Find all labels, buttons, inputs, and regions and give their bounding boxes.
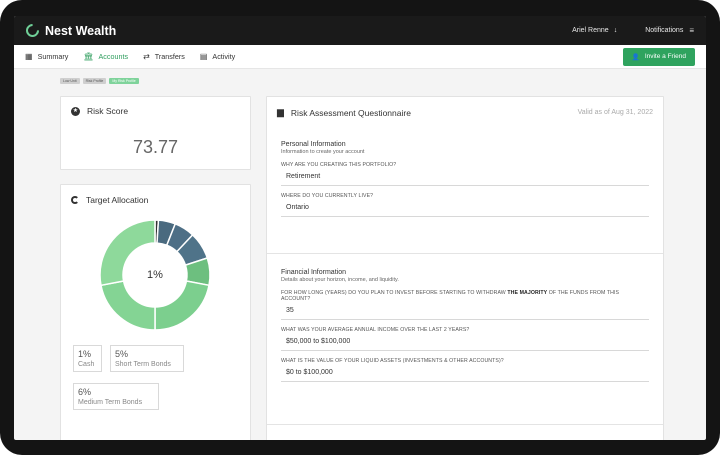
questionnaire-title-label: Risk Assessment Questionnaire — [290, 107, 411, 118]
breadcrumb-item[interactable]: Risk Profile — [82, 78, 107, 84]
target-allocation-title: Target Allocation — [71, 195, 148, 205]
questionnaire-title: ▆ Risk Assessment Questionnaire — [277, 107, 411, 118]
chip-percent: 5% — [115, 349, 129, 359]
arrow-down-icon: ↓ — [613, 27, 618, 34]
nest-logo-icon — [23, 21, 42, 40]
list-icon: ▤ — [199, 52, 208, 61]
nav-item-transfers[interactable]: ⇄ Transfers — [143, 52, 185, 61]
nav-label: Transfers — [154, 52, 185, 61]
question-text: FOR HOW LONG (YEARS) DO YOU PLAN TO INVE… — [281, 290, 508, 296]
question-text: OF THE FUNDS FROM THIS ACCOUNT? — [281, 290, 620, 302]
brand[interactable]: Nest Wealth — [23, 21, 117, 40]
answer-field[interactable]: $0 to $100,000 — [281, 364, 649, 382]
chip-label: Cash — [78, 361, 95, 368]
target-allocation-label: Target Allocation — [86, 195, 149, 205]
invite-label: Invite a Friend — [644, 53, 686, 60]
financial-information-section: Financial Information Details about your… — [281, 269, 649, 382]
chip-label: Short Term Bonds — [115, 361, 171, 368]
allocation-chip-medium-term-bonds: 6% Medium Term Bonds — [73, 383, 159, 410]
question-label: FOR HOW LONG (YEARS) DO YOU PLAN TO INVE… — [281, 290, 649, 302]
section-subtitle: Details about your horizon, income, and … — [281, 277, 399, 283]
risk-score-label: Risk Score — [87, 106, 129, 116]
top-bar: Nest Wealth Ariel Renne ↓ Notifications … — [14, 16, 706, 45]
risk-score-card: ★ Risk Score 73.77 — [60, 96, 251, 170]
invite-friend-button[interactable]: 👤 Invite a Friend — [622, 47, 695, 66]
personal-information-section: Personal Information Information to crea… — [281, 141, 649, 217]
breadcrumb: Low Unit Risk Profile My Risk Profile — [60, 78, 139, 84]
answer-field[interactable]: Retirement — [281, 168, 649, 186]
allocation-chip-short-term-bonds: 5% Short Term Bonds — [110, 345, 184, 372]
question-label: WHAT WAS YOUR AVERAGE ANNUAL INCOME OVER… — [281, 327, 470, 333]
question-label: WHY ARE YOU CREATING THIS PORTFOLIO? — [281, 162, 397, 168]
allocation-chip-cash: 1% Cash — [73, 345, 102, 372]
chip-percent: 6% — [78, 387, 92, 397]
transfer-icon: ⇄ — [143, 52, 150, 61]
answer-field[interactable]: 35 — [281, 302, 649, 320]
menu-icon[interactable]: ≡ — [689, 26, 694, 35]
notifications-label: Notifications — [645, 27, 684, 34]
section-title: Financial Information — [281, 269, 346, 276]
bank-icon: 🏛 — [83, 52, 94, 61]
question-label: WHAT IS THE VALUE OF YOUR LIQUID ASSETS … — [281, 358, 504, 364]
risk-questionnaire-card: ▆ Risk Assessment Questionnaire Valid as… — [266, 96, 664, 440]
chip-label: Medium Term Bonds — [78, 399, 143, 406]
answer-field[interactable]: $50,000 to $100,000 — [281, 333, 649, 351]
nav-label: Summary — [37, 52, 69, 61]
nav-label: Accounts — [98, 52, 129, 61]
nav-item-summary[interactable]: ▦ Summary — [25, 52, 68, 61]
allocation-donut-chart — [99, 219, 211, 331]
notifications-menu[interactable]: Notifications ≡ — [645, 26, 694, 35]
donut-center-label: 1% — [147, 269, 163, 281]
nav-item-activity[interactable]: ▤ Activity — [200, 52, 235, 61]
question-label: WHERE DO YOU CURRENTLY LIVE? — [281, 193, 374, 199]
brand-name: Nest Wealth — [45, 23, 117, 38]
user-name: Ariel Renne — [572, 27, 609, 34]
section-divider — [267, 424, 663, 425]
add-user-icon: 👤 — [631, 53, 640, 61]
section-divider — [267, 253, 663, 254]
answer-field[interactable]: Ontario — [281, 199, 649, 217]
target-allocation-card: Target Allocation 1% 1% Cash 5% Short Te… — [60, 184, 251, 440]
chat-icon: ▆ — [277, 107, 284, 117]
section-subtitle: Information to create your account — [281, 149, 365, 155]
app-screen: Nest Wealth Ariel Renne ↓ Notifications … — [14, 16, 706, 440]
questionnaire-header: ▆ Risk Assessment Questionnaire Valid as… — [277, 107, 653, 118]
grid-icon: ▦ — [25, 52, 33, 61]
question-emphasis: THE MAJORITY — [507, 290, 548, 296]
user-menu[interactable]: Ariel Renne ↓ — [572, 27, 617, 34]
breadcrumb-item-current: My Risk Profile — [109, 78, 139, 84]
section-title: Personal Information — [281, 141, 346, 148]
risk-score-value: 73.77 — [132, 137, 179, 157]
nav-bar: ▦ Summary 🏛 Accounts ⇄ Transfers ▤ Activ… — [14, 45, 706, 69]
donut-chart-icon — [71, 196, 79, 204]
valid-as-of-date: Valid as of Aug 31, 2022 — [577, 109, 653, 116]
nav-label: Activity — [212, 52, 236, 61]
star-badge-icon: ★ — [71, 106, 80, 116]
chip-percent: 1% — [78, 349, 92, 359]
nav-item-accounts[interactable]: 🏛 Accounts — [83, 52, 128, 61]
donut-slice[interactable] — [99, 219, 156, 287]
risk-score-title: ★ Risk Score — [71, 106, 128, 116]
breadcrumb-item[interactable]: Low Unit — [60, 78, 80, 84]
